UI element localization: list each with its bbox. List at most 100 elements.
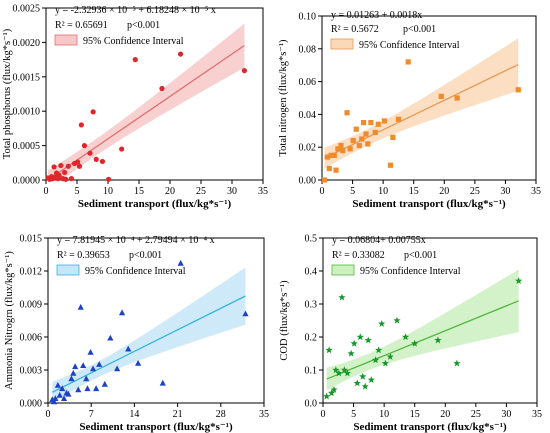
- data-point: [364, 336, 372, 344]
- x-axis-label: Sediment transport (flux/kg*s⁻¹): [79, 421, 233, 433]
- regression-equation: y = 0.01263 + 0.0018x: [331, 10, 422, 21]
- data-point: [83, 375, 90, 382]
- data-point: [119, 146, 125, 152]
- data-point: [62, 169, 68, 176]
- data-point: [87, 150, 93, 156]
- fit-line: [324, 63, 519, 159]
- data-point: [65, 163, 71, 169]
- plot-frame: [322, 237, 538, 404]
- data-point: [56, 172, 62, 178]
- x-tick-label: 35: [259, 409, 269, 420]
- y-axis-label: COD (flux/kg*s⁻¹): [279, 280, 290, 361]
- regression-equation: y = 0.06804+ 0.00755x: [332, 235, 426, 246]
- data-point: [515, 87, 521, 93]
- y-tick-label: 0.4: [305, 267, 318, 278]
- x-tick-label: 30: [501, 409, 511, 420]
- confidence-band-area: [52, 267, 246, 403]
- y-tick-label: 0.012: [20, 267, 43, 278]
- x-tick-label: 30: [227, 186, 237, 197]
- y-tick-label: 0.00: [299, 176, 317, 187]
- data-point: [59, 385, 66, 392]
- confidence-band-area: [47, 23, 245, 180]
- data-point: [353, 379, 361, 387]
- x-tick-label: 0: [321, 409, 326, 420]
- confidence-band: [47, 23, 245, 180]
- data-point: [93, 385, 100, 392]
- data-points: [49, 259, 249, 405]
- data-point: [401, 333, 410, 341]
- data-point: [344, 110, 350, 116]
- data-point: [327, 389, 336, 397]
- data-point: [56, 391, 63, 398]
- x-tick-label: 35: [532, 409, 542, 420]
- x-tick-label: 5: [75, 186, 80, 197]
- data-point: [386, 353, 394, 360]
- y-tick-label: 0.0010: [13, 107, 41, 118]
- data-point: [371, 356, 380, 364]
- data-point: [325, 346, 333, 354]
- axes: 0 5 10 15 20 25 30 35 0.0000 0.0005 0.0010 0.0015 0.…: [13, 4, 269, 198]
- legend-swatch: [330, 38, 354, 50]
- data-point: [328, 152, 334, 158]
- data-point: [106, 176, 112, 182]
- data-point: [159, 379, 166, 386]
- x-tick-label: 25: [471, 409, 481, 420]
- regression-line: [326, 300, 519, 380]
- y-tick-label: 0.10: [299, 12, 317, 23]
- legend-label: 95% Confidence Interval: [83, 36, 184, 47]
- data-point: [84, 385, 91, 392]
- y-tick-label: 0.0000: [13, 176, 41, 187]
- data-point: [177, 259, 184, 266]
- data-point: [368, 120, 374, 126]
- data-point: [90, 109, 96, 115]
- data-point: [324, 154, 331, 160]
- p-value: p<0.001: [403, 24, 436, 35]
- data-point: [367, 376, 375, 383]
- data-point: [350, 138, 356, 144]
- data-point: [390, 134, 396, 140]
- plot-frame: [47, 237, 265, 404]
- x-axis-label: Sediment transport (flux/kg*s⁻¹): [78, 198, 232, 210]
- data-point: [360, 120, 367, 126]
- data-point: [99, 158, 106, 165]
- data-point: [114, 365, 121, 372]
- data-point: [76, 163, 83, 169]
- data-point: [330, 386, 338, 393]
- data-point: [81, 143, 88, 149]
- y-tick-label: 0.08: [299, 44, 317, 55]
- data-point: [395, 116, 402, 122]
- x-tick-label: 7: [89, 409, 94, 420]
- data-point: [75, 386, 82, 393]
- data-point: [515, 277, 523, 284]
- y-tick-label: 0.015: [20, 234, 43, 245]
- axes: 0 7 14 21 28 35 0.000 0.003 0.006 0.009 0.012 0.015: [20, 234, 270, 421]
- y-tick-label: 0.5: [305, 234, 318, 245]
- r-squared: R² = 0.33082: [332, 250, 385, 261]
- x-tick-label: 35: [258, 186, 268, 197]
- x-tick-label: 15: [134, 186, 144, 197]
- panel-total-nitrogen: 0 5 10 15 20 25 30 35 0.00 0.02 0.04 0.06 0.08 0.10 y…: [278, 10, 541, 210]
- y-tick-label: 0.02: [299, 143, 317, 154]
- data-point: [453, 359, 461, 367]
- p-value: p<0.001: [404, 250, 437, 261]
- r-squared: R² = 0.65691: [55, 20, 108, 31]
- regression-line: [324, 63, 519, 159]
- data-point: [125, 345, 132, 352]
- data-point: [54, 382, 61, 388]
- plot-frame: [45, 7, 264, 181]
- data-point: [332, 366, 340, 374]
- fit-line: [47, 44, 245, 181]
- data-point: [51, 164, 57, 170]
- data-point: [326, 165, 332, 172]
- data-point: [132, 57, 138, 63]
- y-tick-label: 0.1: [305, 366, 318, 377]
- x-tick-label: 0: [320, 186, 325, 197]
- data-point: [361, 382, 369, 390]
- legend-label: 95% Confidence Interval: [85, 266, 186, 277]
- y-tick-label: 0.3: [305, 300, 318, 311]
- axes: 0 5 10 15 20 25 30 35 0.0 0.1 0.2 0.3 0.4 0.5: [305, 234, 543, 421]
- data-point: [343, 369, 352, 377]
- x-tick-label: 21: [173, 409, 183, 420]
- confidence-band-area: [326, 269, 519, 391]
